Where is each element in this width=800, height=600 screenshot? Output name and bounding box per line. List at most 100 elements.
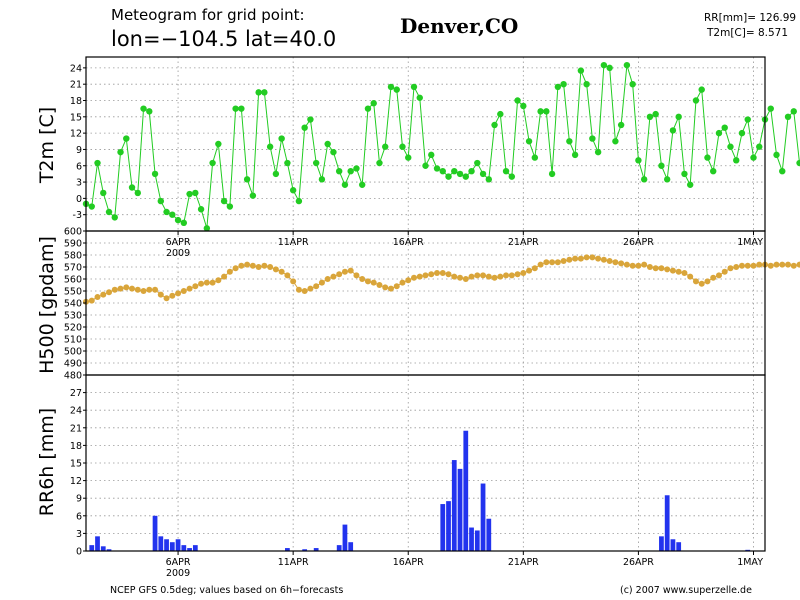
data-point	[554, 259, 561, 266]
data-point	[652, 265, 659, 272]
precip-bar	[152, 515, 158, 551]
year-label: 2009	[166, 248, 190, 259]
x-tick-label: 1MAY	[737, 557, 763, 568]
data-point	[330, 273, 337, 280]
data-point	[646, 113, 654, 121]
data-point	[272, 170, 280, 178]
data-point	[359, 181, 366, 188]
data-point	[445, 271, 452, 278]
source-note: NCEP GFS 0.5deg; values based on 6h−fore…	[110, 585, 343, 596]
y-tick-label: -3	[73, 210, 82, 221]
data-point	[295, 286, 302, 293]
data-point	[106, 289, 113, 296]
data-point	[169, 292, 176, 299]
precip-bar	[342, 524, 348, 551]
data-point	[157, 291, 164, 298]
data-point	[255, 264, 262, 270]
data-point	[180, 288, 187, 294]
data-point	[376, 282, 383, 288]
data-point	[249, 192, 257, 199]
data-point	[151, 170, 159, 178]
y-tick-label: 18	[70, 96, 82, 107]
data-point	[198, 280, 205, 287]
data-point	[249, 262, 256, 269]
data-point	[485, 176, 492, 183]
data-point	[531, 265, 538, 272]
data-point	[594, 148, 602, 156]
data-point	[128, 184, 136, 191]
data-point	[330, 148, 337, 156]
data-point	[623, 261, 630, 268]
data-point	[681, 270, 688, 276]
data-point	[577, 255, 584, 262]
data-point	[566, 256, 573, 263]
data-point	[336, 271, 343, 278]
data-point	[589, 254, 596, 261]
data-point	[129, 285, 136, 292]
h500-axis-label: H500 [gpdam]	[36, 236, 58, 374]
data-point	[560, 80, 567, 88]
data-point	[629, 262, 636, 269]
y-tick-label: 15	[70, 112, 82, 123]
data-point	[186, 190, 193, 198]
data-point	[405, 154, 412, 161]
data-point	[226, 268, 233, 275]
data-point	[117, 285, 124, 292]
precip-bar	[106, 549, 112, 551]
x-tick-label: 6APR	[166, 557, 191, 568]
data-point	[220, 197, 228, 205]
data-point	[341, 181, 349, 188]
data-point	[451, 167, 458, 175]
data-point	[537, 108, 544, 115]
precip-bar	[158, 536, 164, 551]
data-point	[618, 260, 625, 267]
data-point	[692, 278, 699, 285]
y-tick-label: 21	[70, 80, 82, 91]
precip-bar	[463, 430, 469, 551]
data-point	[284, 159, 291, 167]
data-point	[652, 110, 659, 118]
data-point	[88, 203, 95, 210]
data-point	[640, 176, 648, 183]
data-point	[635, 262, 642, 269]
y-tick-label: 9	[76, 145, 82, 156]
data-point	[531, 154, 539, 161]
precip-bar	[95, 536, 100, 551]
precip-bar	[451, 460, 457, 551]
precip-bar	[187, 548, 192, 551]
data-point	[520, 102, 527, 110]
data-point	[192, 189, 199, 197]
data-point	[606, 258, 613, 264]
data-point	[387, 83, 395, 91]
data-point	[589, 135, 596, 142]
data-point	[675, 113, 682, 121]
data-point	[335, 167, 343, 175]
data-point	[301, 288, 308, 294]
data-point	[790, 108, 797, 115]
grid-layer	[86, 57, 765, 551]
data-point	[410, 274, 417, 281]
data-point	[163, 208, 170, 216]
data-point	[238, 262, 245, 269]
data-point	[669, 267, 676, 274]
data-point	[756, 143, 763, 150]
y-tick-label: 3	[76, 529, 82, 540]
data-point	[767, 262, 774, 269]
data-point	[744, 262, 751, 269]
data-point	[313, 283, 320, 290]
data-point	[428, 271, 435, 278]
data-point	[543, 108, 550, 115]
precip-bar	[100, 546, 106, 551]
y-tick-label: 6	[76, 161, 82, 172]
data-point	[784, 113, 792, 121]
data-point	[692, 97, 700, 104]
data-point	[422, 272, 429, 279]
data-point	[347, 267, 354, 274]
data-point	[209, 279, 216, 286]
data-point	[548, 170, 556, 178]
x-tick-label: 11APR	[278, 237, 309, 248]
data-point	[324, 140, 331, 148]
data-point	[514, 271, 521, 278]
data-point	[457, 274, 464, 281]
data-point	[376, 159, 383, 167]
